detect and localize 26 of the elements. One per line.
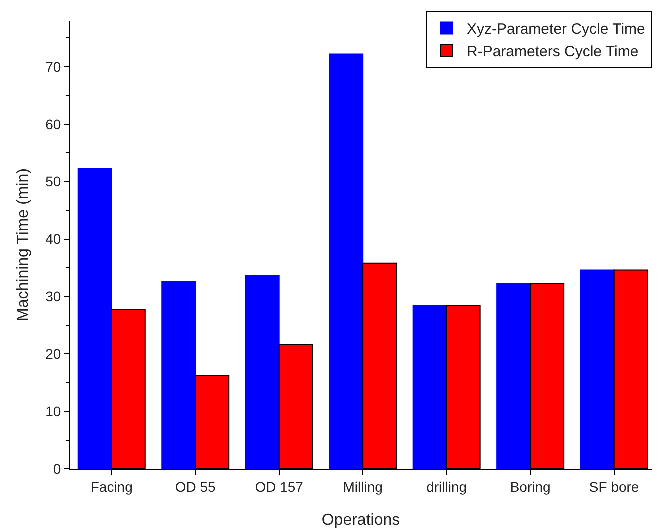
y-tick-label: 60 xyxy=(46,116,62,132)
y-tick-label: 70 xyxy=(46,58,62,75)
bar xyxy=(162,281,196,469)
x-tick-label: SF bore xyxy=(589,478,640,495)
bar xyxy=(496,282,532,469)
x-tick-label: drilling xyxy=(426,478,468,495)
x-axis-title: Operations xyxy=(322,512,400,529)
y-tick-label: 20 xyxy=(46,346,62,362)
y-tick-label: 0 xyxy=(53,460,62,477)
x-tick-label: Boring xyxy=(510,478,551,495)
x-tick-label: OD 157 xyxy=(255,478,304,495)
bar xyxy=(412,305,448,469)
x-tick-label: Facing xyxy=(90,478,133,495)
y-tick-label: 50 xyxy=(46,174,62,190)
legend-label: Xyz-Parameter Cycle Time xyxy=(467,21,646,38)
x-tick-label: Milling xyxy=(343,478,383,495)
bar xyxy=(78,168,112,469)
y-axis-title: Machining Time (min) xyxy=(15,168,32,322)
bar xyxy=(245,274,280,469)
y-tick-label: 40 xyxy=(46,231,62,248)
y-tick-label: 30 xyxy=(46,288,62,305)
x-tick-label: OD 55 xyxy=(175,478,216,495)
bar xyxy=(329,54,364,469)
bar xyxy=(580,270,615,469)
y-tick-label: 10 xyxy=(46,403,62,420)
legend-label: R-Parameters Cycle Time xyxy=(467,44,639,61)
